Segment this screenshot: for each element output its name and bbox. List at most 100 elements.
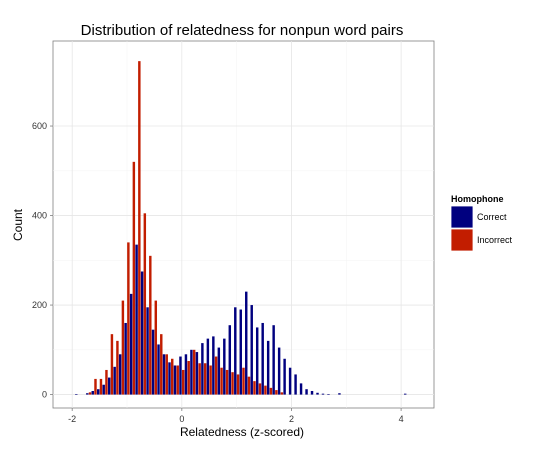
bar-incorrect — [165, 354, 168, 395]
bar-correct — [173, 365, 177, 395]
bar-correct — [239, 309, 242, 395]
bar-correct — [135, 244, 138, 395]
legend-swatch-correct — [450, 205, 474, 229]
bar-correct — [162, 354, 166, 395]
x-axis-label: Relatedness (z-scored) — [180, 425, 304, 439]
bar-layer — [75, 61, 407, 395]
y-tick-label: 200 — [32, 300, 47, 310]
bar-incorrect — [209, 365, 212, 395]
bar-incorrect — [269, 387, 273, 395]
bar-correct — [327, 394, 330, 395]
bar-correct — [250, 305, 253, 395]
bar-correct — [75, 394, 78, 395]
bar-correct — [201, 343, 204, 395]
bar-incorrect — [280, 392, 284, 395]
bar-incorrect — [116, 340, 119, 395]
bar-incorrect — [264, 385, 267, 395]
bar-correct — [261, 322, 264, 395]
bar-correct — [255, 327, 259, 395]
bar-correct — [195, 352, 199, 395]
x-axis: -2 0 2 4 — [68, 408, 404, 424]
bar-incorrect — [171, 358, 174, 395]
bar-incorrect — [214, 356, 218, 395]
bar-incorrect — [236, 374, 240, 395]
bar-incorrect — [94, 378, 97, 395]
gridlines — [53, 41, 434, 408]
bar-incorrect — [181, 369, 185, 395]
bar-correct — [245, 291, 248, 395]
bar-correct — [316, 392, 319, 395]
y-tick-label: 400 — [32, 211, 47, 221]
bar-correct — [305, 389, 308, 395]
bar-incorrect — [132, 161, 136, 395]
bar-correct — [272, 325, 275, 395]
bar-correct — [97, 389, 100, 395]
y-tick-label: 0 — [42, 390, 47, 400]
bar-incorrect — [192, 349, 196, 395]
bar-incorrect — [88, 392, 92, 395]
bar-correct — [124, 322, 127, 395]
bar-incorrect — [176, 365, 179, 395]
y-axis: 0 200 400 600 — [32, 121, 53, 400]
bar-incorrect — [127, 242, 130, 395]
bar-incorrect — [275, 390, 278, 395]
plot-panel — [52, 40, 435, 409]
bar-correct — [190, 349, 193, 395]
bar-correct — [151, 329, 155, 395]
bar-incorrect — [225, 369, 229, 395]
bar-correct — [86, 393, 89, 395]
bar-incorrect — [110, 334, 114, 395]
bar-incorrect — [160, 334, 163, 395]
bar-incorrect — [121, 300, 125, 395]
x-tick-label: 0 — [179, 414, 184, 424]
bar-correct — [91, 390, 94, 395]
bar-correct — [157, 344, 160, 395]
bar-incorrect — [143, 213, 147, 395]
legend-label-correct: Correct — [477, 212, 507, 222]
bar-correct — [107, 377, 111, 395]
bar-correct — [118, 354, 122, 395]
bar-correct — [146, 307, 149, 395]
bar-incorrect — [149, 255, 152, 395]
bar-incorrect — [253, 381, 256, 395]
bar-correct — [217, 347, 221, 395]
bar-correct — [321, 393, 325, 395]
bar-incorrect — [231, 372, 234, 395]
y-tick-label: 600 — [32, 121, 47, 131]
bar-correct — [234, 307, 237, 395]
bar-correct — [338, 393, 341, 395]
bar-correct — [403, 393, 407, 395]
x-tick-label: 4 — [399, 414, 404, 424]
legend-items: Correct Incorrect — [450, 205, 513, 252]
bar-correct — [212, 336, 215, 395]
bar-correct — [228, 325, 232, 395]
bar-correct — [288, 367, 292, 395]
bar-incorrect — [258, 383, 262, 395]
bar-incorrect — [105, 369, 108, 395]
bar-correct — [184, 354, 188, 395]
bar-correct — [299, 383, 303, 395]
bar-incorrect — [220, 367, 223, 395]
bar-incorrect — [154, 300, 158, 395]
x-tick-label: 2 — [289, 414, 294, 424]
bar-incorrect — [198, 363, 201, 395]
bar-correct — [102, 384, 105, 395]
bar-correct — [283, 358, 286, 395]
bar-incorrect — [138, 61, 141, 395]
bar-correct — [310, 390, 314, 395]
bar-incorrect — [99, 378, 103, 395]
bar-correct — [206, 338, 210, 395]
legend: Homophone Correct Incorrect — [450, 194, 513, 252]
bar-correct — [168, 362, 171, 395]
bar-correct — [140, 271, 144, 395]
bar-correct — [113, 366, 116, 395]
bar-incorrect — [203, 363, 207, 395]
y-axis-label: Count — [11, 208, 25, 241]
bar-correct — [179, 356, 182, 395]
bar-correct — [266, 340, 270, 395]
bar-correct — [223, 338, 226, 395]
bar-incorrect — [187, 361, 190, 395]
legend-label-incorrect: Incorrect — [477, 235, 513, 245]
legend-swatch-incorrect — [450, 228, 474, 252]
